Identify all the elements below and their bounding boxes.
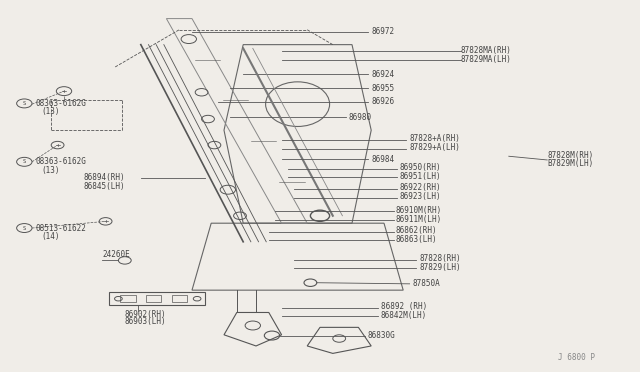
Text: (13): (13) bbox=[42, 166, 60, 174]
Text: 86845(LH): 86845(LH) bbox=[83, 182, 125, 190]
Bar bbox=[120, 295, 136, 302]
Text: 24260E: 24260E bbox=[102, 250, 130, 259]
Text: 87829+A(LH): 87829+A(LH) bbox=[410, 143, 460, 152]
Text: 86923(LH): 86923(LH) bbox=[400, 192, 442, 201]
Text: S: S bbox=[22, 225, 26, 231]
Bar bbox=[172, 295, 187, 302]
Text: 86830G: 86830G bbox=[368, 331, 396, 340]
Bar bbox=[146, 295, 161, 302]
Text: 87829MA(LH): 87829MA(LH) bbox=[461, 55, 511, 64]
Text: J 6800 P: J 6800 P bbox=[558, 353, 595, 362]
Text: 86863(LH): 86863(LH) bbox=[396, 235, 437, 244]
Text: 87850A: 87850A bbox=[413, 279, 440, 288]
Text: 87828+A(RH): 87828+A(RH) bbox=[410, 134, 460, 143]
Text: 86910M(RH): 86910M(RH) bbox=[396, 206, 442, 215]
Text: 87828M(RH): 87828M(RH) bbox=[547, 151, 593, 160]
Text: 86862(RH): 86862(RH) bbox=[396, 226, 437, 235]
Text: B7829M(LH): B7829M(LH) bbox=[547, 159, 593, 168]
Text: (13): (13) bbox=[42, 107, 60, 116]
Text: 86902(RH): 86902(RH) bbox=[125, 310, 166, 319]
Text: 86922(RH): 86922(RH) bbox=[400, 183, 442, 192]
Text: 86980: 86980 bbox=[349, 113, 372, 122]
Text: 86972: 86972 bbox=[371, 27, 394, 36]
Text: 86842M(LH): 86842M(LH) bbox=[381, 311, 427, 320]
Text: 86892 (RH): 86892 (RH) bbox=[381, 302, 427, 311]
Text: 86951(LH): 86951(LH) bbox=[400, 172, 442, 181]
Text: 08363-6162G: 08363-6162G bbox=[35, 157, 86, 166]
Text: 87828(RH): 87828(RH) bbox=[419, 254, 461, 263]
Text: 86894(RH): 86894(RH) bbox=[83, 173, 125, 182]
Text: (14): (14) bbox=[42, 232, 60, 241]
Text: 87828MA(RH): 87828MA(RH) bbox=[461, 46, 511, 55]
Text: 86950(RH): 86950(RH) bbox=[400, 163, 442, 172]
Text: 08513-61622: 08513-61622 bbox=[35, 224, 86, 232]
Text: 86911M(LH): 86911M(LH) bbox=[396, 215, 442, 224]
Text: 86924: 86924 bbox=[371, 70, 394, 79]
Text: 86955: 86955 bbox=[371, 84, 394, 93]
Text: 08363-6162G: 08363-6162G bbox=[35, 99, 86, 108]
Text: 86903(LH): 86903(LH) bbox=[125, 317, 166, 326]
Text: 87829(LH): 87829(LH) bbox=[419, 263, 461, 272]
Text: S: S bbox=[22, 101, 26, 106]
Text: 86926: 86926 bbox=[371, 97, 394, 106]
Text: 86984: 86984 bbox=[371, 155, 394, 164]
Text: S: S bbox=[22, 159, 26, 164]
